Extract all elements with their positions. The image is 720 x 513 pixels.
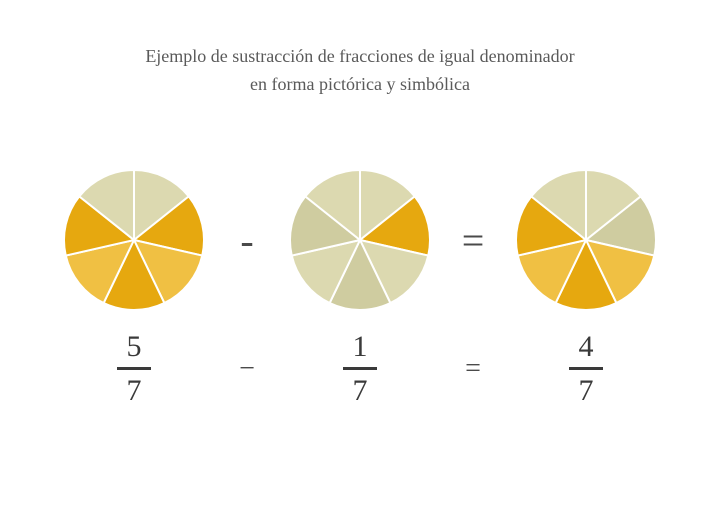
fraction-term-1: 5 7 [64,330,204,407]
fraction-numerator: 5 [123,330,146,363]
page-title: Ejemplo de sustracción de fracciones de … [0,42,720,98]
pie-chart-term-3 [516,170,656,310]
equals-operator-symbolic: = [458,353,488,385]
fraction-denominator: 7 [349,374,372,407]
fraction-term-2: 1 7 [290,330,430,407]
fraction-bar [569,367,603,370]
page: Ejemplo de sustracción de fracciones de … [0,0,720,513]
fraction-numerator: 1 [349,330,372,363]
minus-operator-symbolic: − [232,353,262,385]
fraction-denominator: 7 [575,374,598,407]
pictorial-row: - = [0,170,720,310]
fraction-denominator: 7 [123,374,146,407]
fraction-bar [343,367,377,370]
minus-operator-pictorial: - [232,217,262,264]
symbolic-row: 5 7 − 1 7 = 4 7 [0,330,720,407]
fraction-numerator: 4 [575,330,598,363]
pie-chart-term-1 [64,170,204,310]
title-line-1: Ejemplo de sustracción de fracciones de … [145,46,574,66]
equals-operator-pictorial: = [458,217,488,264]
fraction-bar [117,367,151,370]
pie-chart-term-2 [290,170,430,310]
title-line-2: en forma pictórica y simbólica [250,74,470,94]
fraction-term-3: 4 7 [516,330,656,407]
